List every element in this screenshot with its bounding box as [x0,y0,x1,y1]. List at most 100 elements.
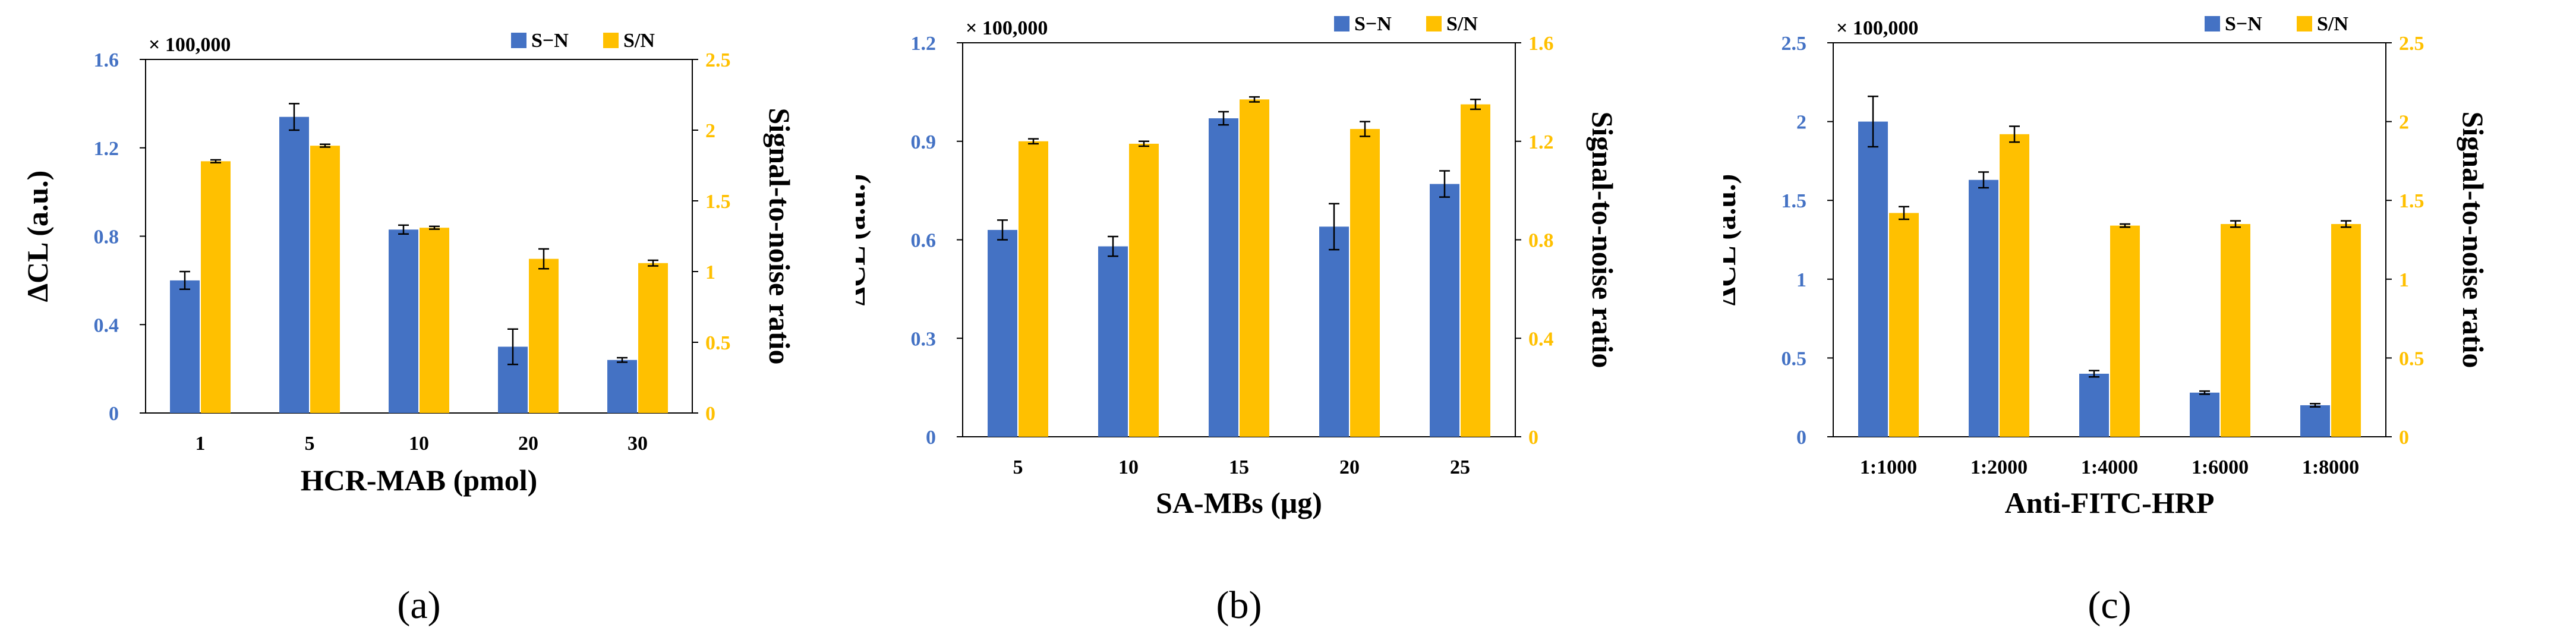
x-tick-label: 1 [196,433,206,455]
y2-tick-label: 2 [2399,112,2409,134]
bar-s-minus-n [170,280,200,413]
y2-tick-label: 1.2 [1528,131,1554,153]
legend-label-s-minus-n: S−N [2225,13,2262,35]
y2-tick-label: 1 [2399,269,2409,291]
chart-panel-c: 0 0.5 1 1.5 2 2.5 0 0.5 1 1.5 2 2.5 × 100,000 S−N S/N 1… [1723,13,2490,627]
scale-multiplier-label: × 100,000 [966,17,1048,39]
chart-panel-b: 0 0.3 0.6 0.9 1.2 0 0.4 0.8 1.2 1.6 × 100,000 S−N S/… [856,13,1619,627]
bar-s-over-n [1019,141,1048,437]
bar-s-over-n [638,263,668,413]
x-tick-label: 5 [305,433,315,455]
y-axis-title: ΔCL (a.u.) [856,174,871,306]
legend-swatch-s-over-n [603,33,619,48]
legend-swatch-s-minus-n [2205,16,2220,31]
bar-s-minus-n [1969,179,1998,437]
y-tick-label: 2 [1796,112,1806,134]
bar-s-minus-n [2190,392,2219,437]
bar-s-over-n [2331,223,2361,437]
y2-tick-label: 1 [705,261,715,283]
panel-label: (c) [2088,584,2131,627]
y2-axis-title: Signal-to-noise ratio [2457,112,2490,368]
bar-s-minus-n [607,360,637,413]
bar-s-over-n [420,228,449,413]
y2-tick-label: 0.5 [2399,348,2424,370]
bar-s-minus-n [988,229,1017,437]
y-tick-label: 0 [109,403,119,425]
y-tick-label: 1.2 [94,138,119,160]
y-tick-label: 0.6 [911,230,937,252]
bar-s-minus-n [1430,184,1459,437]
y-tick-label: 0 [926,427,936,449]
x-tick-label: 15 [1229,456,1249,478]
x-tick-label: 5 [1013,456,1023,478]
y-tick-label: 1.6 [94,49,119,71]
y-tick-label: 1.2 [911,33,937,55]
bar-s-minus-n [279,116,309,413]
y-tick-label: 0.3 [911,328,937,350]
legend-swatch-s-minus-n [1334,16,1350,31]
bar-s-over-n [1129,143,1159,437]
y2-tick-label: 0 [1528,427,1538,449]
y2-tick-label: 2.5 [2399,33,2424,55]
legend-label-s-over-n: S/N [2317,13,2348,35]
bar-s-minus-n [1319,226,1349,437]
x-tick-label: 20 [1339,456,1360,478]
bar-s-over-n [2110,225,2140,437]
y2-tick-label: 1.6 [1528,33,1554,55]
y-axis-title: ΔCL (a.u.) [1723,174,1742,306]
x-axis-title: Anti-FITC-HRP [2005,486,2215,519]
legend-label-s-over-n: S/N [1446,13,1478,35]
legend-label-s-minus-n: S−N [531,30,569,52]
bar-s-over-n [201,161,231,413]
bar-s-over-n [529,258,559,413]
panel-label: (b) [1216,584,1262,627]
x-tick-label: 1:6000 [2192,456,2249,478]
x-tick-label: 1:4000 [2081,456,2138,478]
legend-swatch-s-over-n [1426,16,1442,31]
y2-tick-label: 2.5 [705,49,731,71]
y-tick-label: 0.9 [911,131,937,153]
bar-s-minus-n [1098,246,1128,437]
x-axis-title: SA-MBs (μg) [1156,486,1322,519]
x-tick-label: 20 [518,433,538,455]
scale-multiplier-label: × 100,000 [1836,17,1918,39]
bar-s-minus-n [1209,118,1238,437]
x-tick-label: 1:8000 [2302,456,2359,478]
legend-swatch-s-over-n [2297,16,2312,31]
y-axis-title: ΔCL (a.u.) [21,171,54,302]
bar-s-minus-n [1858,121,1888,437]
y-tick-label: 1.5 [1782,190,1807,212]
bar-s-over-n [1350,129,1380,437]
y-tick-label: 0 [1796,427,1806,449]
x-tick-label: 1:1000 [1860,456,1917,478]
bar-s-minus-n [2300,405,2330,437]
x-tick-label: 30 [628,433,648,455]
bar-s-over-n [2000,134,2029,437]
legend-swatch-s-minus-n [511,33,526,48]
bar-s-over-n [1240,99,1269,437]
bar-s-over-n [1461,104,1490,437]
y2-tick-label: 0.4 [1528,328,1554,350]
y2-axis-title: Signal-to-noise ratio [763,108,796,365]
bar-s-over-n [1889,213,1919,437]
x-tick-label: 10 [409,433,429,455]
y-tick-label: 1 [1796,269,1806,291]
y2-tick-label: 1.5 [705,191,731,213]
x-tick-label: 25 [1450,456,1470,478]
y2-tick-label: 0.5 [705,332,731,354]
y2-tick-label: 0 [2399,427,2409,449]
bar-s-over-n [2221,223,2250,437]
y-tick-label: 0.8 [94,226,119,248]
y-tick-label: 2.5 [1782,33,1807,55]
y-tick-label: 0.4 [94,314,119,336]
y2-tick-label: 0 [705,403,715,425]
y-tick-label: 0.5 [1782,348,1807,370]
bar-s-minus-n [389,229,418,413]
y2-axis-title: Signal-to-noise ratio [1586,112,1619,368]
bar-s-minus-n [2079,373,2109,437]
y2-tick-label: 0.8 [1528,230,1554,252]
chart-panel-a: 0 0.4 0.8 1.2 1.6 0 0.5 1 1.5 2 2.5 × 100,000 S−N S/N… [21,30,796,627]
panel-label: (a) [397,584,440,627]
x-tick-label: 1:2000 [1970,456,2028,478]
